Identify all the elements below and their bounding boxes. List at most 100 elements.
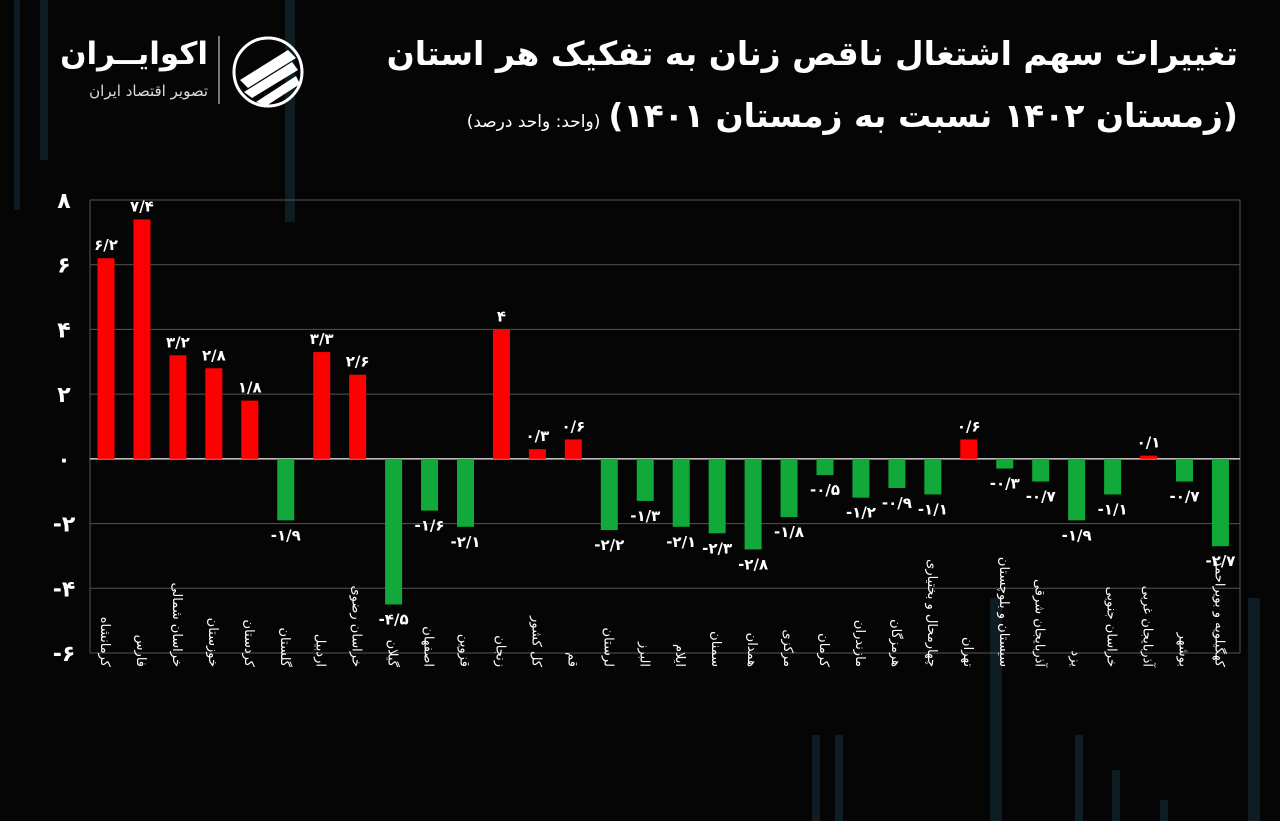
logo-divider bbox=[218, 36, 220, 104]
x-tick-label: البرز bbox=[636, 641, 651, 667]
bar bbox=[888, 458, 906, 488]
y-tick-label: ۸ bbox=[57, 189, 71, 214]
x-tick-label: کل کشور bbox=[528, 615, 543, 668]
x-tick-label: ایلام bbox=[672, 644, 687, 667]
bar bbox=[277, 458, 295, 521]
bar bbox=[924, 458, 942, 495]
bar bbox=[780, 458, 798, 518]
value-label: -۰/۳ bbox=[990, 475, 1020, 493]
x-tick-label: زنجان bbox=[492, 635, 507, 667]
y-tick-label: ۰ bbox=[57, 448, 70, 473]
bar bbox=[852, 458, 870, 498]
bar bbox=[457, 458, 474, 527]
chart-unit: (واحد: واحد درصد) bbox=[466, 112, 601, 132]
value-label: ۳/۳ bbox=[310, 330, 334, 348]
x-tick-label: خراسان جنوبی bbox=[1104, 587, 1119, 667]
y-tick-label: ۴ bbox=[57, 318, 70, 343]
value-label: -۲/۳ bbox=[702, 539, 732, 557]
bar bbox=[169, 355, 187, 459]
chart-bars bbox=[97, 219, 1229, 605]
brand-logo: اکوایــران تصویر اقتصاد ایران bbox=[50, 34, 310, 109]
chart-subtitle-line: (زمستان ۱۴۰۲ نسبت به زمستان ۱۴۰۱) (واحد: … bbox=[467, 96, 1238, 135]
value-label: ۰/۶ bbox=[561, 417, 585, 435]
bar bbox=[744, 458, 762, 550]
x-tick-label: بوشهر bbox=[1176, 632, 1191, 667]
x-tick-label: گیلان bbox=[385, 640, 401, 668]
bar bbox=[385, 458, 403, 605]
x-tick-label: سمنان bbox=[708, 631, 723, 667]
bar bbox=[636, 458, 654, 501]
value-label: -۲/۱ bbox=[450, 533, 480, 551]
value-label: -۱/۳ bbox=[630, 507, 660, 525]
bar bbox=[528, 449, 546, 459]
value-label: ۰/۳ bbox=[526, 427, 550, 445]
bar bbox=[960, 439, 978, 459]
value-label: -۱/۱ bbox=[918, 500, 948, 518]
y-tick-label: -۶ bbox=[53, 642, 76, 667]
value-label: -۲/۱ bbox=[666, 533, 696, 551]
value-label: -۱/۶ bbox=[415, 517, 445, 535]
value-label: -۱/۸ bbox=[774, 523, 804, 541]
logo-mark-icon bbox=[232, 36, 304, 108]
logo-tagline: تصویر اقتصاد ایران bbox=[89, 82, 208, 100]
y-axis: -۶ -۴ -۲ ۰ ۲ ۴ ۶ ۸ bbox=[53, 189, 76, 667]
x-tick-label: کردستان bbox=[241, 620, 256, 668]
bar bbox=[313, 352, 331, 459]
bar bbox=[492, 329, 510, 459]
x-tick-label: سیستان و بلوچستان bbox=[996, 557, 1011, 667]
bar bbox=[133, 219, 151, 459]
value-label: -۱/۱ bbox=[1098, 500, 1128, 518]
x-tick-label: کرمان bbox=[816, 633, 831, 668]
x-tick-label: لرستان bbox=[600, 628, 615, 667]
bar bbox=[564, 439, 582, 459]
value-label: -۰/۵ bbox=[810, 481, 840, 499]
x-tick-label: خراسان رضوی bbox=[349, 585, 364, 667]
bar bbox=[1176, 458, 1193, 482]
value-label: ۱/۸ bbox=[238, 379, 262, 397]
value-label: ۲/۸ bbox=[202, 346, 226, 364]
x-tick-label: اصفهان bbox=[421, 626, 436, 667]
value-label: ۲/۶ bbox=[346, 353, 370, 371]
chart-title: تغییرات سهم اشتغال ناقص زنان به تفکیک هر… bbox=[386, 34, 1238, 73]
bar bbox=[708, 458, 726, 534]
value-label: ۳/۲ bbox=[166, 333, 190, 351]
bar bbox=[349, 374, 367, 459]
chart-grid bbox=[89, 199, 1241, 654]
bar bbox=[1211, 458, 1229, 547]
y-tick-label: -۴ bbox=[53, 577, 76, 602]
x-tick-label: قم bbox=[564, 652, 579, 667]
bar bbox=[996, 458, 1014, 469]
value-label: -۰/۷ bbox=[1169, 488, 1199, 506]
bar bbox=[421, 458, 439, 511]
x-tick-label: تهران bbox=[960, 637, 975, 667]
bar bbox=[600, 458, 618, 531]
value-labels: ۶/۲ ۷/۴ ۳/۲ ۲/۸ ۱/۸ -۱/۹ ۳/۳ ۲/۶ -۴/۵ -۱/۶ -۲/۱ ۴ ۰/… bbox=[94, 197, 1235, 628]
value-label: -۰/۷ bbox=[1026, 488, 1056, 506]
value-label: -۰/۹ bbox=[882, 494, 912, 512]
y-tick-label: ۶ bbox=[57, 254, 70, 279]
x-tick-label: فارس bbox=[133, 635, 148, 667]
x-tick-label: قزوین bbox=[457, 634, 472, 667]
y-tick-label: ۲ bbox=[57, 383, 71, 408]
value-label: -۱/۹ bbox=[1062, 526, 1092, 544]
x-tick-label: مازندران bbox=[852, 620, 867, 667]
value-label: -۱/۲ bbox=[846, 504, 876, 522]
x-tick-label: کهگیلویه و بویراحمد bbox=[1211, 560, 1227, 667]
bar bbox=[672, 458, 690, 527]
x-tick-label: گلستان bbox=[277, 627, 293, 667]
bar bbox=[1068, 458, 1086, 521]
value-label: -۲/۲ bbox=[594, 536, 624, 554]
value-label: ۰/۶ bbox=[957, 417, 981, 435]
value-label: ۴ bbox=[497, 307, 506, 325]
x-tick-label: هرمزگان bbox=[888, 619, 904, 667]
value-label: -۱/۹ bbox=[271, 526, 301, 544]
bar bbox=[97, 258, 115, 459]
bar bbox=[1032, 458, 1050, 482]
x-tick-label: کرمانشاه bbox=[97, 617, 112, 668]
x-tick-label: چهارمحال و بختیاری bbox=[924, 559, 939, 667]
value-label: -۴/۵ bbox=[379, 610, 409, 628]
x-axis-labels: کرمانشاه فارس خراسان شمالی خوزستان کردستان گل… bbox=[97, 557, 1227, 668]
x-tick-label: آذربایجان شرقی bbox=[1032, 579, 1049, 668]
